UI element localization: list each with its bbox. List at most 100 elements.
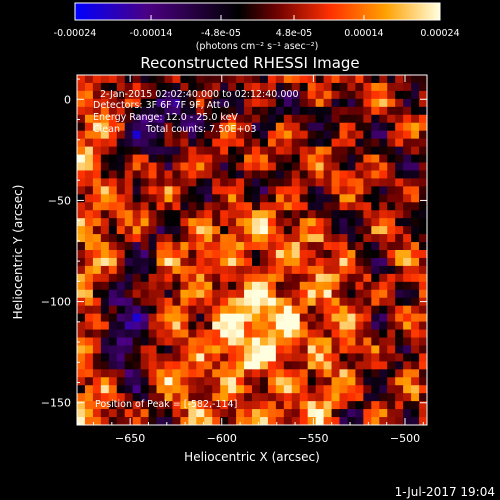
heatmap-cell bbox=[267, 98, 277, 108]
heatmap-cell bbox=[236, 329, 245, 339]
heatmap-cell bbox=[196, 265, 205, 275]
heatmap-cell bbox=[315, 194, 325, 203]
heatmap-cell bbox=[228, 337, 237, 347]
heatmap-cell bbox=[188, 186, 197, 195]
heatmap-cell bbox=[156, 265, 166, 275]
heatmap-cell bbox=[180, 409, 189, 418]
heatmap-cell bbox=[252, 234, 261, 243]
heatmap-cell bbox=[403, 377, 412, 386]
heatmap-cell bbox=[283, 138, 293, 148]
heatmap-cell bbox=[212, 106, 221, 116]
heatmap-cell bbox=[371, 218, 380, 227]
heatmap-cell bbox=[355, 242, 364, 251]
heatmap-cell bbox=[228, 154, 237, 164]
heatmap-cell bbox=[188, 353, 197, 362]
heatmap-cell bbox=[307, 305, 317, 315]
heatmap-cell bbox=[403, 242, 412, 251]
heatmap-cell bbox=[180, 114, 189, 124]
heatmap-cell bbox=[299, 98, 309, 108]
heatmap-cell bbox=[339, 146, 349, 156]
heatmap-cell bbox=[363, 401, 372, 410]
heatmap-cell bbox=[403, 138, 412, 148]
heatmap-cell bbox=[132, 242, 142, 251]
heatmap-cell bbox=[212, 226, 221, 235]
heatmap-cell bbox=[156, 313, 166, 323]
heatmap-cell bbox=[212, 273, 221, 283]
heatmap-cell bbox=[220, 265, 229, 275]
heatmap-cell bbox=[291, 369, 301, 378]
heatmap-cell bbox=[84, 82, 94, 92]
heatmap-cell bbox=[259, 265, 269, 275]
heatmap-cell bbox=[77, 257, 86, 267]
heatmap-cell bbox=[84, 130, 94, 140]
heatmap-cell bbox=[252, 226, 261, 235]
heatmap-cell bbox=[100, 265, 110, 275]
heatmap-cell bbox=[220, 226, 229, 235]
heatmap-cell bbox=[100, 353, 110, 362]
heatmap-cell bbox=[275, 82, 285, 92]
heatmap-cell bbox=[323, 186, 333, 195]
heatmap-cell bbox=[148, 417, 158, 425]
heatmap-cell bbox=[371, 202, 380, 211]
heatmap-cell bbox=[331, 122, 341, 132]
heatmap-cell bbox=[283, 122, 293, 132]
heatmap-cell bbox=[116, 337, 126, 347]
heatmap-cell bbox=[411, 226, 420, 235]
heatmap-cell bbox=[331, 297, 341, 307]
heatmap-cell bbox=[204, 250, 213, 259]
heatmap-cell bbox=[172, 170, 181, 179]
heatmap-cell bbox=[387, 218, 396, 227]
heatmap-cell bbox=[108, 257, 118, 267]
heatmap-cell bbox=[315, 337, 325, 347]
heatmap-cell bbox=[84, 154, 94, 164]
heatmap-cell bbox=[124, 289, 134, 299]
heatmap-cell bbox=[116, 289, 126, 299]
heatmap-cell bbox=[164, 289, 174, 299]
heatmap-cell bbox=[331, 417, 341, 425]
heatmap-cell bbox=[403, 82, 412, 92]
heatmap-cell bbox=[363, 369, 372, 378]
heatmap-cell bbox=[331, 401, 341, 410]
heatmap-cell bbox=[331, 90, 341, 100]
heatmap-cell bbox=[395, 194, 404, 203]
heatmap-cell bbox=[371, 297, 380, 307]
heatmap-cell bbox=[228, 202, 237, 211]
heatmap-cell bbox=[283, 186, 293, 195]
heatmap-cell bbox=[108, 321, 118, 331]
heatmap-cell bbox=[244, 90, 253, 100]
heatmap-cell bbox=[355, 250, 364, 259]
heatmap-cell bbox=[164, 170, 174, 179]
heatmap-cell bbox=[92, 106, 102, 116]
heatmap-cell bbox=[188, 90, 197, 100]
heatmap-cell bbox=[259, 273, 269, 283]
colorbar-tick-label: 0.00014 bbox=[344, 28, 383, 39]
heatmap-cell bbox=[275, 154, 285, 164]
heatmap-cell bbox=[411, 393, 420, 402]
heatmap-cell bbox=[188, 250, 197, 259]
heatmap-cell bbox=[307, 90, 317, 100]
heatmap-cell bbox=[339, 329, 349, 339]
heatmap-cell bbox=[291, 305, 301, 315]
heatmap-cell bbox=[387, 114, 396, 124]
heatmap-cell bbox=[236, 353, 245, 362]
heatmap-cell bbox=[196, 226, 205, 235]
heatmap-cell bbox=[259, 210, 269, 219]
heatmap-cell bbox=[77, 218, 86, 227]
heatmap-cell bbox=[228, 273, 237, 283]
heatmap-cell bbox=[339, 114, 349, 124]
heatmap-cell bbox=[84, 321, 94, 331]
heatmap-cell bbox=[188, 130, 197, 140]
heatmap-cell bbox=[403, 114, 412, 124]
heatmap-cell bbox=[363, 106, 372, 116]
x-tick-label: −600 bbox=[207, 432, 237, 445]
heatmap-cell bbox=[156, 234, 166, 243]
heatmap-cell bbox=[172, 75, 181, 84]
heatmap-cell bbox=[323, 305, 333, 315]
heatmap-cell bbox=[92, 98, 102, 108]
heatmap-cell bbox=[411, 98, 420, 108]
heatmap-cell bbox=[84, 250, 94, 259]
heatmap-cell bbox=[339, 321, 349, 331]
heatmap-cell bbox=[259, 393, 269, 402]
heatmap-cell bbox=[164, 186, 174, 195]
heatmap-cell bbox=[315, 377, 325, 386]
